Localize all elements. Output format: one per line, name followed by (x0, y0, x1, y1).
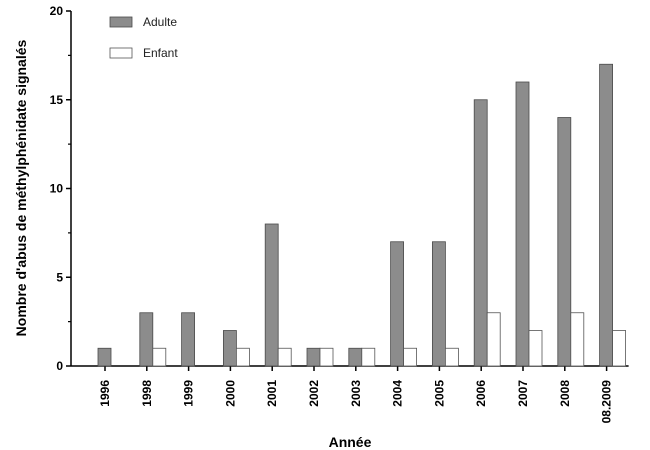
y-tick-label: 20 (50, 4, 64, 18)
bar-enfant-2001 (277, 347, 292, 367)
legend-swatch-enfant (109, 47, 133, 59)
x-tick-label: 2004 (391, 380, 405, 407)
bar-adulte-2007 (515, 81, 530, 367)
bar-adulte-2006 (473, 99, 488, 367)
x-tick-label: 2005 (432, 380, 446, 407)
x-tick-label: 2006 (474, 380, 488, 407)
bar-enfant-2002 (319, 347, 334, 367)
bar-enfant-2004 (403, 347, 418, 367)
bar-adulte-2008 (557, 117, 572, 367)
legend-label-enfant: Enfant (143, 46, 178, 60)
x-tick-label: 2002 (307, 380, 321, 407)
x-tick-label: 2007 (516, 380, 530, 407)
bars (97, 63, 626, 367)
bar-adulte-2003 (348, 347, 363, 367)
bar-adulte-1999 (181, 312, 196, 367)
bar-enfant-2006 (486, 312, 501, 367)
y-tick-label: 10 (50, 182, 64, 196)
bar-enfant-2000 (235, 347, 250, 367)
bar-adulte-2000 (222, 330, 237, 367)
bar-adulte-2005 (431, 241, 446, 367)
x-axis-title: Année (329, 434, 372, 450)
legend-label-adulte: Adulte (143, 15, 177, 29)
bar-adulte-08.2009 (599, 63, 613, 367)
y-tick-label: 5 (56, 270, 63, 284)
x-tick-label: 2001 (265, 380, 279, 407)
bar-adulte-2004 (390, 241, 405, 367)
bar-enfant-2008 (570, 312, 585, 367)
y-axis-title: Nombre d'abus de méthylphénidate signalé… (13, 39, 29, 336)
x-tick-label: 1996 (98, 380, 112, 407)
legend-swatch-adulte (109, 16, 133, 28)
y-tick-label: 15 (50, 93, 64, 107)
legend: Adulte Enfant (109, 15, 178, 60)
x-tick-label: 08.2009 (600, 380, 614, 424)
x-tick-label: 2000 (223, 380, 237, 407)
bar-adulte-1996 (97, 347, 112, 367)
y-axis: 0 5 10 15 20 (50, 4, 72, 373)
bar-adulte-2002 (306, 347, 321, 367)
bar-enfant-2007 (528, 330, 543, 367)
bar-enfant-1998 (152, 347, 167, 367)
x-tick-label: 2003 (349, 380, 363, 407)
bar-enfant-08.2009 (612, 330, 626, 367)
bar-enfant-2003 (361, 347, 376, 367)
x-tick-label: 1999 (182, 380, 196, 407)
x-axis: 1996 1998 1999 2000 2001 2002 2003 2004 2005 2006… (71, 365, 629, 424)
bar-enfant-2005 (444, 347, 459, 367)
bar-adulte-2001 (264, 223, 279, 367)
y-tick-label: 0 (56, 359, 63, 373)
x-tick-label: 1998 (140, 380, 154, 407)
x-tick-label: 2008 (558, 380, 572, 407)
bar-adulte-1998 (139, 312, 154, 367)
